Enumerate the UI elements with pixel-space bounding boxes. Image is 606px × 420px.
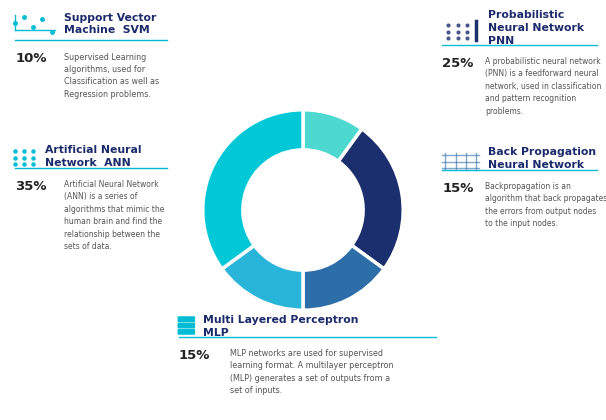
Text: Neural Network: Neural Network <box>488 23 584 33</box>
Text: MLP networks are used for supervised
learning format. A multilayer perceptron
(M: MLP networks are used for supervised lea… <box>230 349 394 395</box>
Text: 10%: 10% <box>15 52 47 66</box>
Wedge shape <box>303 110 362 161</box>
Text: Artificial Neural Network
(ANN) is a series of
algorithms that mimic the
human b: Artificial Neural Network (ANN) is a ser… <box>64 180 164 251</box>
FancyBboxPatch shape <box>178 323 195 328</box>
Wedge shape <box>203 110 303 269</box>
Text: 25%: 25% <box>442 57 474 70</box>
Text: Neural Network: Neural Network <box>488 160 584 170</box>
Wedge shape <box>303 245 384 310</box>
Text: Support Vector: Support Vector <box>64 13 156 23</box>
Text: Artificial Neural: Artificial Neural <box>45 145 142 155</box>
Text: A probabilistic neural network
(PNN) is a feedforward neural
network, used in cl: A probabilistic neural network (PNN) is … <box>485 57 601 116</box>
Text: Supervised Learning
algorithms, used for
Classification as well as
Regression pr: Supervised Learning algorithms, used for… <box>64 52 159 99</box>
Text: 35%: 35% <box>15 180 47 193</box>
Wedge shape <box>338 129 403 269</box>
FancyBboxPatch shape <box>178 316 195 322</box>
Text: Network  ANN: Network ANN <box>45 158 132 168</box>
FancyBboxPatch shape <box>178 329 195 335</box>
Text: 15%: 15% <box>179 349 210 362</box>
Text: Probabilistic: Probabilistic <box>488 10 564 21</box>
Text: Multi Layered Perceptron: Multi Layered Perceptron <box>203 315 359 325</box>
Text: Backpropagation is an
algorithm that back propagates
the errors from output node: Backpropagation is an algorithm that bac… <box>485 182 606 228</box>
Text: Back Propagation: Back Propagation <box>488 147 596 157</box>
Text: 15%: 15% <box>442 182 474 195</box>
Text: PNN: PNN <box>488 36 514 46</box>
Text: MLP: MLP <box>203 328 228 338</box>
Text: Machine  SVM: Machine SVM <box>64 25 150 35</box>
Wedge shape <box>222 245 303 310</box>
